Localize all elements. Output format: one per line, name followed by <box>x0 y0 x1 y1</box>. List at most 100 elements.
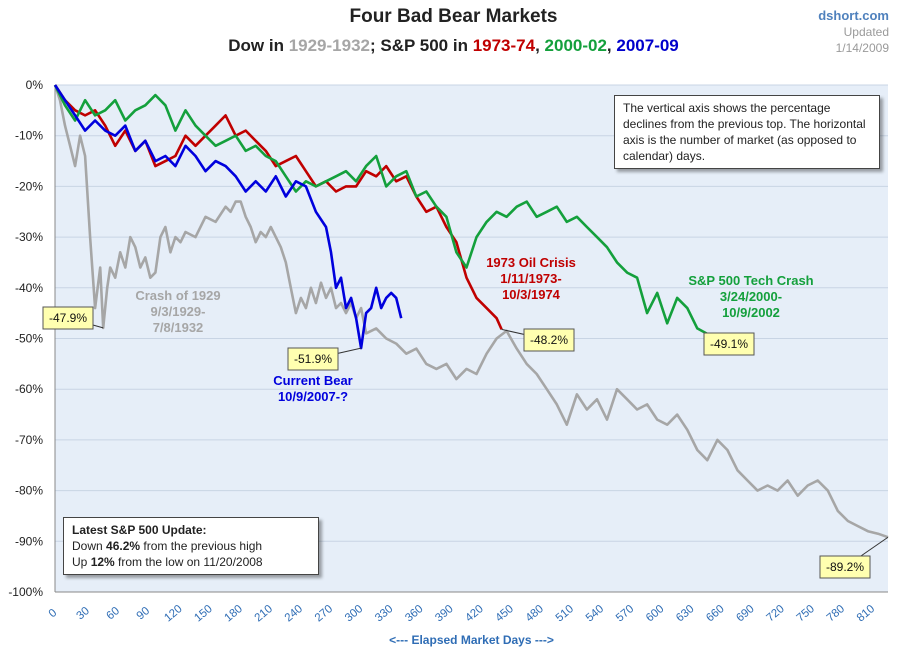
callout-1973-end-box <box>523 328 575 352</box>
x-tick-label: 600 <box>644 603 666 625</box>
brand-site: dshort.com <box>818 8 889 23</box>
x-tick-label: 480 <box>524 603 546 625</box>
update-line2: Up 12% from the low on 11/20/2008 <box>72 554 310 570</box>
callout-2007-low-box <box>287 347 339 371</box>
y-tick-label: -70% <box>15 433 43 447</box>
annotation-crash-1929-line: 9/3/1929- <box>151 304 206 319</box>
series-line-current-bear <box>53 84 403 350</box>
y-tick-label: -10% <box>15 129 43 143</box>
chart-subtitle: Dow in 1929-1932; S&P 500 in 1973-74, 20… <box>0 36 907 56</box>
x-tick-label: 210 <box>253 603 275 625</box>
callout-1973-end-text: -48.2% <box>530 333 568 347</box>
y-tick-label: -40% <box>15 281 43 295</box>
y-tick-label: -50% <box>15 332 43 346</box>
x-tick-label: 780 <box>825 603 847 625</box>
update-line1: Down 46.2% from the previous high <box>72 538 310 554</box>
x-tick-label: 270 <box>313 603 335 625</box>
brand-updated-label: Updated <box>843 25 889 39</box>
x-tick-label: 120 <box>162 603 184 625</box>
x-tick-label: 750 <box>795 603 817 625</box>
x-tick-label: 390 <box>433 603 455 625</box>
y-tick-label: -30% <box>15 230 43 244</box>
subtitle-2000: 2000-02 <box>544 36 607 55</box>
x-axis-label: <--- Elapsed Market Days ---> <box>389 633 554 647</box>
latest-update-box: Latest S&P 500 Update: Down 46.2% from t… <box>63 517 319 575</box>
brand-block: dshort.com Updated 1/14/2009 <box>818 8 889 56</box>
update-line1-pre: Down <box>72 539 107 553</box>
axis-info-text: The vertical axis shows the percentage d… <box>623 101 866 163</box>
subtitle-dow-years: 1929-1932 <box>288 36 370 55</box>
callout-1929-low: -47.9% <box>42 306 104 330</box>
update-line1-post: from the previous high <box>140 539 263 553</box>
annotation-oil-1973-line: 10/3/1974 <box>502 287 561 302</box>
x-tick-label: 420 <box>463 603 485 625</box>
x-tick-label: 60 <box>105 605 123 622</box>
series-line-s-p-500-tech-crash <box>53 84 708 336</box>
y-tick-label: -60% <box>15 382 43 396</box>
x-tick-label: 810 <box>855 603 877 625</box>
x-tick-label: 720 <box>764 603 786 625</box>
x-tick-label: 540 <box>584 603 606 625</box>
x-tick-label: 30 <box>74 605 92 622</box>
subtitle-sep2: , <box>606 36 617 55</box>
update-up-value: 12% <box>90 555 115 569</box>
callout-2000-end: -49.1% <box>703 332 755 356</box>
callout-1929-end: -89.2% <box>819 536 889 579</box>
subtitle-2007: 2007-09 <box>616 36 679 55</box>
update-line2-pre: Up <box>72 555 91 569</box>
annotation-oil-1973-line: 1/11/1973- <box>500 271 561 286</box>
annotation-oil-1973-line: 1973 Oil Crisis <box>486 255 576 270</box>
subtitle-mid: ; S&P 500 in <box>370 36 473 55</box>
update-down-value: 46.2% <box>106 539 141 553</box>
update-title: Latest S&P 500 Update: <box>72 523 207 537</box>
x-tick-label: 330 <box>373 603 395 625</box>
callout-1929-end-text: -89.2% <box>826 560 864 574</box>
x-tick-label: 90 <box>135 605 153 622</box>
update-line2-post: from the low on 11/20/2008 <box>114 555 263 569</box>
chart-title: Four Bad Bear Markets <box>349 6 558 27</box>
callout-1929-end-box <box>819 555 871 579</box>
x-tick-label: 0 <box>47 607 60 620</box>
callout-2007-low-text: -51.9% <box>294 352 332 366</box>
callout-2000-end-text: -49.1% <box>710 337 748 351</box>
annotation-current-bear-line: 10/9/2007-? <box>278 389 348 404</box>
callout-1929-low-box <box>42 306 94 330</box>
axis-info-box: The vertical axis shows the percentage d… <box>614 95 880 169</box>
x-tick-label: 300 <box>343 603 365 625</box>
x-tick-label: 450 <box>493 603 515 625</box>
y-tick-label: -100% <box>8 585 43 599</box>
callout-1973-end: -48.2% <box>501 328 575 352</box>
subtitle-1973: 1973-74 <box>472 36 536 55</box>
x-tick-label: 360 <box>403 603 425 625</box>
annotation-tech-2000-line: 3/24/2000- <box>720 289 782 304</box>
x-tick-label: 690 <box>734 603 756 625</box>
x-tick-label: 240 <box>283 603 305 625</box>
y-tick-label: -20% <box>15 179 43 193</box>
callout-2000-end-box <box>703 332 755 356</box>
subtitle-sep1: , <box>535 36 545 55</box>
callout-1929-low-text: -47.9% <box>49 311 87 325</box>
annotation-crash-1929-line: Crash of 1929 <box>135 288 220 303</box>
annotation-crash-1929-line: 7/8/1932 <box>153 320 204 335</box>
x-tick-label: 180 <box>223 603 245 625</box>
callout-2007-low: -51.9% <box>287 347 362 371</box>
annotation-tech-2000-line: 10/9/2002 <box>722 305 780 320</box>
series-line-crash-of-1929 <box>53 84 889 539</box>
y-tick-label: -80% <box>15 484 43 498</box>
x-tick-label: 150 <box>192 603 214 625</box>
y-tick-label: -90% <box>15 534 43 548</box>
annotation-current-bear-line: Current Bear <box>273 373 352 388</box>
x-tick-label: 510 <box>554 603 576 625</box>
brand-date: 1/14/2009 <box>835 41 889 55</box>
x-tick-label: 660 <box>704 603 726 625</box>
x-tick-label: 630 <box>674 603 696 625</box>
y-tick-label: 0% <box>26 78 44 92</box>
x-tick-label: 570 <box>614 603 636 625</box>
subtitle-prefix: Dow in <box>228 36 289 55</box>
annotation-tech-2000-line: S&P 500 Tech Crash <box>688 273 813 288</box>
